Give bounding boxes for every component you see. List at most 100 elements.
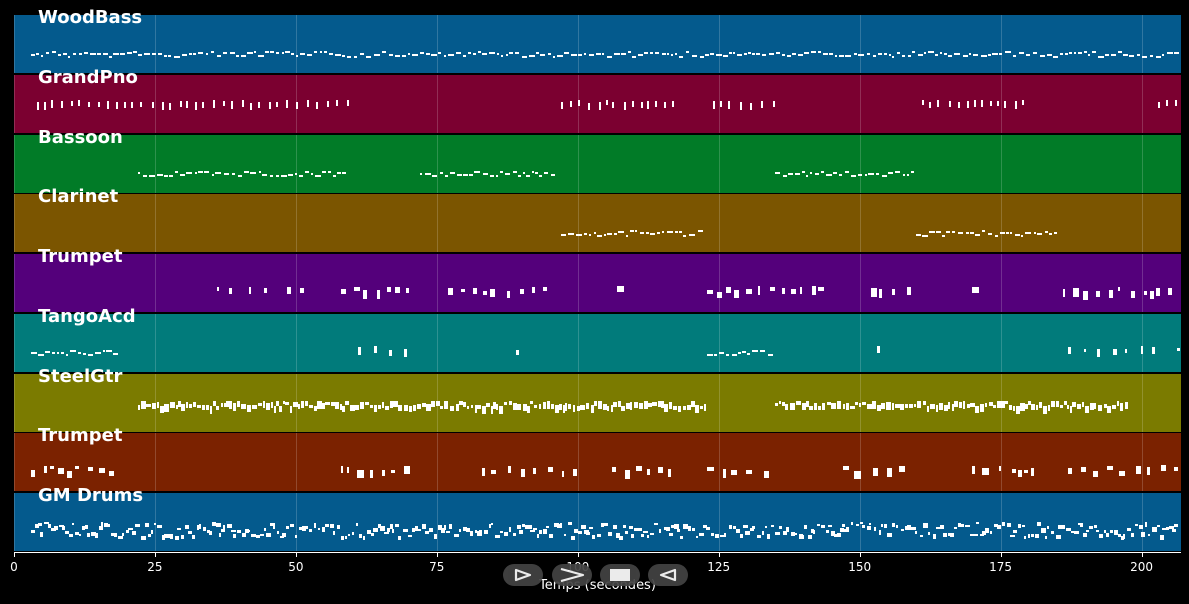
track-lane[interactable] [14, 194, 1181, 253]
note [130, 101, 133, 109]
note [1074, 531, 1079, 535]
note [329, 52, 333, 55]
note [88, 353, 94, 356]
note [223, 51, 228, 54]
note [287, 287, 292, 295]
note [802, 534, 805, 539]
note [1031, 534, 1034, 538]
note [948, 101, 951, 107]
track-lane[interactable] [14, 74, 1181, 133]
time-axis: 0255075100125150175200 [10, 552, 1181, 574]
note [821, 402, 826, 411]
gridline [436, 313, 438, 372]
note [1018, 470, 1022, 477]
note [705, 54, 709, 57]
note [668, 469, 671, 478]
note [508, 527, 512, 532]
note [1017, 523, 1022, 528]
note [718, 351, 724, 354]
note [437, 51, 442, 54]
note [900, 528, 905, 532]
note [395, 286, 400, 294]
stop-button[interactable] [600, 564, 640, 586]
note [930, 404, 935, 409]
note [270, 523, 275, 527]
note [746, 288, 753, 295]
note [752, 526, 756, 529]
note [894, 404, 900, 408]
note [1066, 405, 1070, 409]
note [858, 402, 861, 407]
note [811, 286, 816, 295]
note [945, 230, 951, 233]
track-area[interactable]: WoodBass GrandPno Bassoon Clarinet Trumpet Ta… [14, 9, 1181, 552]
note [906, 286, 912, 295]
note [1041, 528, 1046, 533]
track-lane[interactable] [14, 134, 1181, 193]
note [1095, 290, 1101, 297]
note [999, 466, 1002, 472]
note [1090, 402, 1094, 410]
note [996, 100, 999, 107]
note [652, 402, 657, 407]
track-lane[interactable] [14, 433, 1181, 492]
note [633, 527, 639, 532]
note [632, 55, 636, 58]
note [862, 401, 866, 406]
note [522, 524, 525, 528]
note [123, 102, 126, 108]
note [1013, 406, 1016, 412]
note [1166, 526, 1169, 531]
note [305, 170, 309, 173]
note [585, 402, 590, 409]
track-lane[interactable] [14, 15, 1181, 73]
note [706, 526, 710, 530]
play-button[interactable] [503, 564, 543, 586]
note [907, 173, 910, 176]
note [141, 401, 146, 409]
note [315, 174, 321, 177]
fast-forward-button[interactable] [552, 564, 592, 586]
note [895, 171, 901, 174]
note [285, 100, 288, 108]
gridline [1141, 254, 1143, 312]
note [992, 52, 998, 55]
note [927, 532, 931, 536]
note [425, 172, 432, 175]
gridline [295, 194, 297, 253]
note [622, 525, 626, 529]
note [710, 532, 715, 537]
note [324, 524, 329, 528]
gridline [577, 15, 579, 73]
note [459, 400, 463, 405]
note [1047, 405, 1051, 412]
track-lane[interactable] [14, 373, 1181, 432]
note [455, 51, 461, 54]
note [859, 522, 863, 525]
track-lane[interactable] [14, 313, 1181, 372]
note [881, 175, 887, 178]
note [446, 530, 450, 533]
note [603, 234, 606, 237]
axis-tick-label: 175 [989, 560, 1013, 574]
note [671, 54, 674, 57]
note [544, 171, 549, 174]
note [329, 523, 334, 528]
note [597, 234, 602, 237]
note [412, 54, 419, 57]
note [185, 401, 189, 409]
note [948, 401, 951, 409]
track-lane[interactable] [14, 493, 1181, 551]
track-label: WoodBass [38, 7, 143, 28]
note [709, 52, 715, 55]
note [1099, 534, 1104, 538]
note [1072, 288, 1080, 297]
track-lane[interactable] [14, 254, 1181, 312]
axis-tick-label: 125 [707, 560, 731, 574]
note [618, 231, 625, 234]
note [1140, 531, 1145, 537]
note [892, 55, 895, 58]
note [347, 467, 350, 474]
rewind-button[interactable] [648, 564, 688, 586]
note [498, 405, 503, 414]
